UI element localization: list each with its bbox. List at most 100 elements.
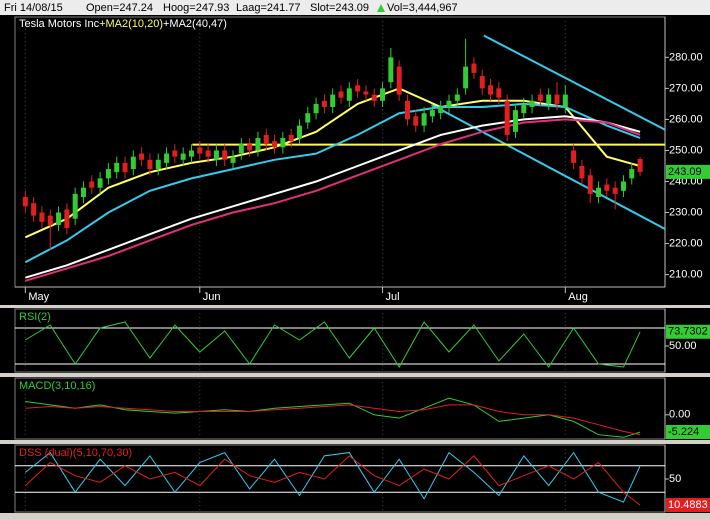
candle-body bbox=[330, 94, 336, 107]
candle-body bbox=[238, 144, 244, 154]
header-volume: Vol=3,444,967 bbox=[387, 2, 458, 14]
y-tick-label: 210.00 bbox=[669, 268, 703, 280]
plot-area bbox=[15, 445, 665, 512]
y-tick-label: 250.00 bbox=[669, 144, 703, 156]
candle-body bbox=[263, 134, 269, 145]
candle-body bbox=[463, 66, 469, 89]
plot-area bbox=[15, 309, 665, 372]
indicator-line bbox=[24, 455, 641, 506]
candle-body bbox=[496, 88, 502, 98]
candle-body bbox=[380, 88, 386, 101]
candle-body bbox=[612, 187, 618, 194]
volume-icon bbox=[377, 4, 385, 12]
candle-body bbox=[139, 153, 145, 160]
candle-body bbox=[255, 138, 261, 151]
candle-body bbox=[230, 156, 236, 163]
candle-body bbox=[188, 150, 194, 157]
value-label: -5.224 bbox=[668, 426, 699, 438]
candle-body bbox=[454, 94, 460, 101]
header-high: Hoog=247.93 bbox=[163, 2, 229, 14]
candle-body bbox=[629, 169, 635, 179]
candle-body bbox=[64, 209, 70, 229]
x-tick-label: May bbox=[28, 291, 49, 303]
candle-body bbox=[147, 159, 153, 170]
candle-body bbox=[114, 162, 120, 173]
value-label: 73.7302 bbox=[668, 326, 708, 338]
header-bar bbox=[0, 0, 710, 15]
candle-body bbox=[554, 94, 560, 104]
trend-line bbox=[431, 103, 665, 230]
separator bbox=[0, 373, 710, 377]
candle-body bbox=[164, 153, 170, 163]
candle-body bbox=[388, 57, 394, 83]
separator bbox=[0, 305, 710, 308]
panel-title: DSS (dual)(5,10,70,30) bbox=[19, 447, 132, 459]
candle-body bbox=[587, 175, 593, 194]
y-tick-label: 50 bbox=[669, 473, 681, 485]
y-tick-label: 270.00 bbox=[669, 82, 703, 94]
x-tick-label: Jun bbox=[203, 291, 221, 303]
header-date: Fri 14/08/15 bbox=[4, 2, 63, 14]
candle-body bbox=[429, 110, 435, 117]
panel-title: RSI(2) bbox=[19, 311, 51, 323]
candle-body bbox=[546, 94, 552, 104]
plot-area bbox=[24, 378, 641, 439]
candle-body bbox=[396, 66, 402, 95]
candle-body bbox=[80, 187, 86, 197]
candle-body bbox=[313, 103, 319, 114]
candle-body bbox=[47, 215, 53, 225]
y-tick-label: 260.00 bbox=[669, 113, 703, 125]
moving-average bbox=[25, 118, 641, 282]
candle-body bbox=[272, 141, 278, 148]
x-tick-label: Jul bbox=[386, 291, 400, 303]
candle-body bbox=[562, 94, 568, 107]
candle-body bbox=[346, 88, 352, 101]
y-tick-label: 280.00 bbox=[669, 51, 703, 63]
candle-body bbox=[89, 181, 95, 188]
candle-body bbox=[31, 203, 37, 216]
candle-body bbox=[155, 159, 161, 170]
value-label-box bbox=[666, 164, 710, 179]
legend-entry: +MA2(40,47) bbox=[163, 18, 227, 30]
candle-body bbox=[421, 113, 427, 126]
moving-average bbox=[24, 87, 641, 239]
candle-body bbox=[56, 212, 62, 225]
footer-bar bbox=[0, 513, 710, 519]
indicator-line bbox=[25, 397, 641, 438]
header-low: Laag=241.77 bbox=[236, 2, 301, 14]
candle-body bbox=[521, 103, 527, 114]
y-tick-label: 230.00 bbox=[669, 206, 703, 218]
candle-body bbox=[363, 91, 369, 95]
background bbox=[0, 15, 710, 519]
separator bbox=[0, 440, 710, 444]
value-label: 10.4883 bbox=[668, 499, 708, 511]
header-close: Slot=243.09 bbox=[310, 2, 369, 14]
candle-body bbox=[488, 85, 494, 95]
candle-body bbox=[305, 113, 311, 123]
trend-line bbox=[483, 34, 665, 131]
candle-body bbox=[222, 150, 228, 160]
candle-body bbox=[97, 178, 103, 188]
legend-entry: +MA2(10,20) bbox=[99, 18, 163, 30]
candle-body bbox=[39, 212, 45, 222]
candle-body bbox=[205, 150, 211, 157]
candle-body bbox=[512, 110, 518, 132]
candle-body bbox=[338, 91, 344, 98]
candle-body bbox=[355, 85, 361, 92]
indicator-line bbox=[24, 451, 641, 503]
candle-body bbox=[321, 100, 327, 107]
panel-title: MACD(3,10,16) bbox=[19, 380, 95, 392]
candle-body bbox=[172, 150, 178, 157]
chart-title: Tesla Motors Inc bbox=[19, 18, 100, 30]
plot-area bbox=[22, 17, 665, 287]
candle-body bbox=[479, 75, 485, 89]
candle-body bbox=[371, 94, 377, 101]
moving-average bbox=[25, 115, 641, 279]
candle-body bbox=[596, 187, 602, 197]
candle-body bbox=[247, 144, 253, 151]
candle-body bbox=[620, 181, 626, 191]
candle-body bbox=[296, 125, 302, 139]
indicator-line bbox=[25, 404, 641, 436]
